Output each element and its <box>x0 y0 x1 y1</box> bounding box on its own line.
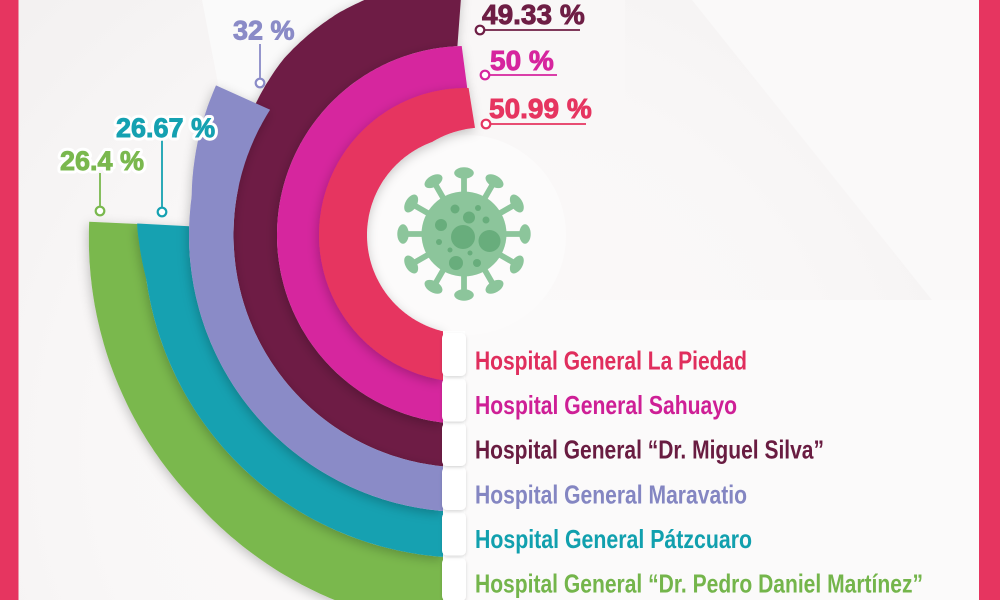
svg-text:26.67 %: 26.67 % <box>116 113 215 143</box>
svg-text:26.67 %: 26.67 % <box>116 113 215 143</box>
svg-text:Hospital General “Dr. Miguel S: Hospital General “Dr. Miguel Silva” <box>475 435 824 465</box>
svg-text:Hospital General La Piedad: Hospital General La Piedad <box>475 346 747 376</box>
svg-text:50.99 %: 50.99 % <box>489 93 592 124</box>
svg-text:Hospital General Maravatio: Hospital General Maravatio <box>475 479 747 509</box>
svg-text:Hospital General Pátzcuaro: Hospital General Pátzcuaro <box>475 524 752 554</box>
svg-text:32 %: 32 % <box>233 16 295 46</box>
svg-text:26.4 %: 26.4 % <box>60 146 144 176</box>
svg-text:49.33 %: 49.33 % <box>482 0 585 30</box>
svg-text:Hospital General Sahuayo: Hospital General Sahuayo <box>475 390 737 420</box>
svg-text:Hospital General “Dr. Pedro Da: Hospital General “Dr. Pedro Daniel Martí… <box>475 569 923 599</box>
svg-text:50 %: 50 % <box>490 45 554 76</box>
svg-text:26.4 %: 26.4 % <box>60 146 144 176</box>
